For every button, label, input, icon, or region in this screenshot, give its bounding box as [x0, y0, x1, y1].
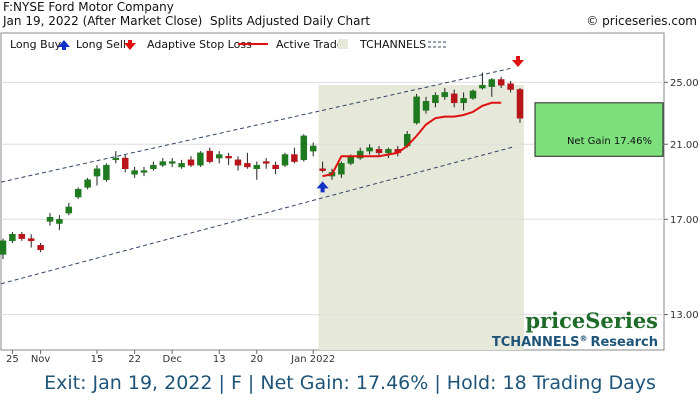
long-sell-icon — [512, 56, 524, 68]
tchannels-lines — [0, 67, 513, 285]
candle-body — [215, 154, 223, 159]
candle-body — [18, 233, 26, 239]
candle-body — [262, 161, 270, 164]
brand-research: TCHANNELS® Research — [492, 334, 658, 350]
y-tick-label: 25.00 — [670, 78, 699, 89]
brand-research-name: TCHANNELS — [492, 335, 580, 350]
candle-body — [413, 96, 420, 124]
candle-body — [497, 79, 505, 86]
candle-body — [0, 240, 7, 255]
chart-title: F:NYSE Ford Motor Company — [3, 0, 174, 14]
x-tick-label: 13 — [213, 354, 226, 365]
legend-long-sell-icon — [124, 40, 136, 50]
candle-body — [460, 98, 467, 104]
candle-body — [366, 147, 373, 152]
candle-body — [93, 168, 101, 177]
candle-body — [197, 152, 204, 166]
subtitle-desc: Splits Adjusted Daily Chart — [209, 14, 371, 28]
candle-body — [272, 164, 279, 170]
candle-body — [159, 161, 167, 166]
brand-logo: priceSeries — [525, 308, 658, 333]
x-tick-label: Jan 2022 — [290, 354, 335, 365]
candle-body — [150, 164, 157, 170]
candle-body — [103, 164, 110, 181]
candle-body — [244, 163, 251, 168]
candle-body — [422, 101, 430, 111]
candle-body — [309, 145, 317, 152]
x-tick-label: Dec — [163, 354, 182, 365]
candle-body — [253, 164, 261, 170]
candle-body — [178, 163, 185, 168]
candles-group — [0, 72, 524, 260]
x-tick-label: Nov — [31, 354, 51, 365]
candle-body — [281, 154, 289, 166]
candle-body — [450, 93, 458, 104]
y-tick-label: 21.00 — [670, 140, 699, 151]
channel-line-upper — [0, 67, 513, 183]
candle-body — [121, 157, 129, 170]
candle-body — [432, 95, 439, 104]
candle-body — [140, 170, 148, 173]
candle-body — [168, 161, 176, 164]
candle-body — [507, 83, 514, 90]
candle-body — [37, 245, 44, 251]
candle-body — [347, 156, 355, 164]
candle-body — [338, 163, 345, 175]
legend: Long Buy Long Sell Adaptive Stop Loss Ac… — [10, 38, 446, 51]
candle-body — [131, 170, 138, 175]
channel-line-lower — [0, 146, 513, 285]
candle-body — [319, 168, 326, 171]
chart-subtitle: Jan 19, 2022 (After Market Close) Splits… — [3, 14, 370, 28]
candle-body — [56, 219, 63, 224]
net-gain-label: Net Gain 17.46% — [567, 136, 652, 147]
candle-body — [234, 159, 242, 166]
candle-body — [225, 156, 232, 159]
candle-body — [84, 179, 91, 188]
adaptive-stop-line — [322, 101, 502, 178]
long-buy-icon — [316, 181, 329, 193]
candle-body — [9, 233, 16, 242]
candle-body — [300, 135, 308, 161]
candle-body — [441, 92, 449, 98]
y-tick-label: 13.00 — [670, 310, 699, 321]
candle-body — [74, 189, 82, 198]
active-trade-region — [318, 85, 524, 350]
candle-body — [112, 157, 120, 161]
net-gain-box — [534, 102, 664, 157]
legend-adaptive-stop-label: Adaptive Stop Loss — [147, 38, 252, 51]
legend-long-buy-label: Long Buy — [10, 38, 62, 51]
legend-tchannels-label: TCHANNELS — [359, 38, 426, 51]
candle-body — [479, 84, 486, 89]
candle-body — [356, 150, 364, 159]
subtitle-date: Jan 19, 2022 (After Market Close) — [3, 14, 203, 28]
brand-registered-mark: ® — [579, 334, 587, 343]
legend-long-sell-label: Long Sell — [76, 38, 126, 51]
x-tick-label: 22 — [128, 354, 141, 365]
candle-body — [488, 79, 496, 87]
candle-body — [469, 90, 477, 99]
copyright-text[interactable]: © priceseries.com — [586, 14, 697, 28]
y-axis: 25.00 21.00 17.00 13.00 — [664, 78, 699, 321]
trade-summary-footer: Exit: Jan 19, 2022 | F | Net Gain: 17.46… — [0, 369, 700, 400]
x-tick-label: 25 — [6, 354, 19, 365]
candle-body — [375, 149, 383, 154]
x-tick-label: 20 — [250, 354, 263, 365]
candle-body — [206, 150, 214, 162]
legend-long-buy-icon — [58, 40, 70, 50]
candle-body — [291, 154, 298, 162]
candle-body — [187, 159, 195, 166]
x-axis: 25 Nov 15 22 Dec 13 20 Jan 2022 — [6, 350, 335, 365]
y-tick-label: 17.00 — [670, 215, 699, 226]
candle-body — [65, 206, 73, 214]
legend-active-trade-swatch — [338, 39, 348, 49]
x-tick-label: 15 — [91, 354, 104, 365]
legend-active-trade-label: Active Trade — [276, 38, 344, 51]
candle-body — [385, 149, 392, 154]
candle-body — [516, 89, 524, 119]
brand-research-suffix: Research — [590, 335, 658, 350]
candle-body — [46, 216, 54, 222]
candle-body — [27, 238, 35, 242]
